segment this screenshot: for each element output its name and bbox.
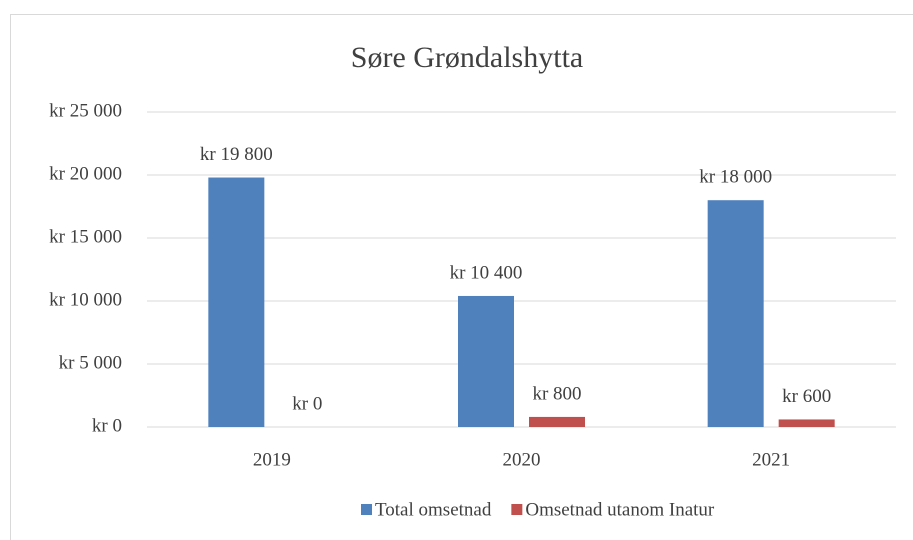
y-tick-label: kr 15 000 bbox=[49, 226, 122, 247]
y-tick-label: kr 25 000 bbox=[49, 100, 122, 121]
chart-title: Søre Grøndalshytta bbox=[351, 41, 583, 74]
bar bbox=[529, 416, 585, 427]
legend-swatch bbox=[511, 504, 523, 515]
data-label: kr 0 bbox=[292, 393, 322, 414]
y-tick-label: kr 5 000 bbox=[59, 352, 122, 373]
bar bbox=[778, 419, 835, 427]
x-tick-label: 2020 bbox=[503, 449, 541, 470]
y-tick-label: kr 20 000 bbox=[49, 163, 122, 184]
legend-label: Total omsetnad bbox=[375, 499, 492, 520]
x-tick-label: 2021 bbox=[752, 449, 790, 470]
x-tick-label: 2019 bbox=[253, 449, 291, 470]
bar bbox=[458, 295, 514, 427]
y-tick-label: kr 10 000 bbox=[49, 289, 122, 310]
data-label: kr 19 800 bbox=[200, 144, 273, 165]
data-label: kr 18 000 bbox=[699, 167, 772, 188]
data-label: kr 800 bbox=[532, 383, 581, 404]
legend-label: Omsetnad utanom Inatur bbox=[525, 499, 715, 520]
y-tick-label: kr 0 bbox=[92, 415, 122, 436]
legend-swatch bbox=[361, 504, 372, 515]
data-label: kr 10 400 bbox=[450, 262, 523, 283]
bar bbox=[208, 177, 265, 427]
data-label: kr 600 bbox=[782, 386, 831, 407]
bar bbox=[707, 200, 764, 427]
